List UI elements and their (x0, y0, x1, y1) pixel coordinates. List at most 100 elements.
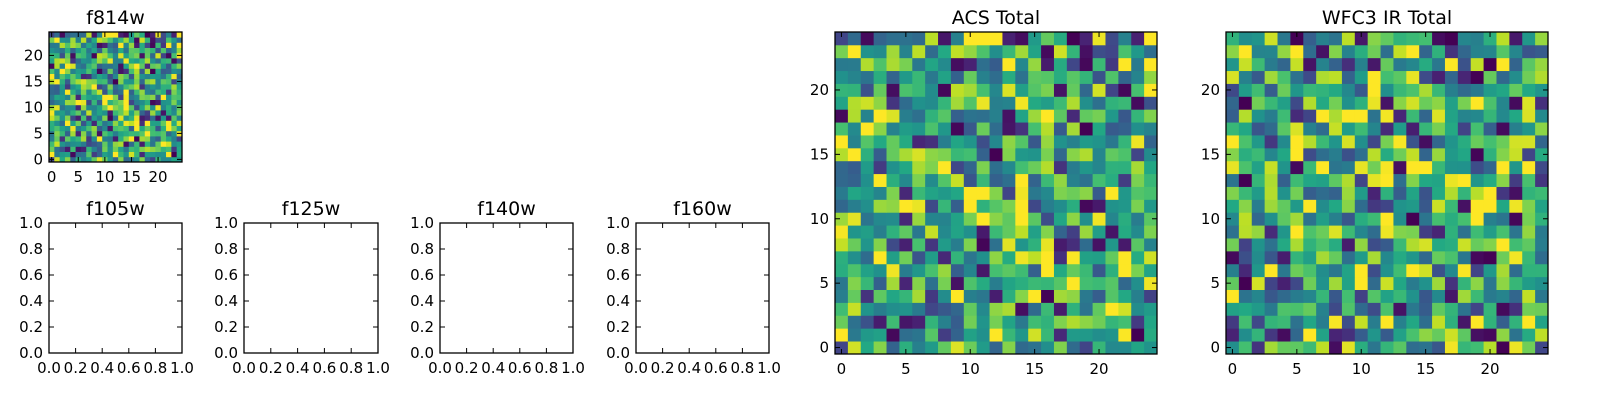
heatmap-cells (835, 32, 1158, 355)
heatmap-cell (1341, 341, 1356, 355)
heatmap-cell (1470, 135, 1484, 149)
heatmap-cell (118, 37, 124, 43)
heatmap-cell (860, 160, 875, 175)
heatmap-cell (976, 173, 990, 187)
heatmap-cell (976, 199, 990, 213)
heatmap-cell (899, 122, 913, 136)
heatmap-cell (1238, 135, 1253, 149)
heatmap-cell (963, 57, 978, 72)
heatmap-cell (1144, 302, 1158, 316)
heatmap-cell (1118, 328, 1132, 342)
heatmap-cell (1131, 250, 1145, 265)
heatmap-cell (70, 99, 76, 106)
heatmap-cell (1066, 147, 1081, 162)
heatmap-cell (925, 302, 939, 316)
heatmap-cell (1028, 83, 1042, 97)
heatmap-cell (176, 115, 183, 121)
heatmap-cell (1066, 96, 1081, 110)
heatmap-cell (75, 146, 82, 152)
heatmap-cell (1079, 302, 1093, 316)
heatmap-cell (70, 130, 76, 137)
heatmap-cell (938, 328, 952, 342)
heatmap-cell (1238, 109, 1253, 123)
x-tick-label: 0 (47, 168, 57, 186)
heatmap-cell (1380, 199, 1394, 213)
heatmap-cell (847, 122, 862, 136)
heatmap-cell (102, 120, 108, 126)
heatmap-cell (118, 141, 124, 147)
heatmap-cell (912, 250, 926, 265)
heatmap-cell (938, 70, 952, 84)
heatmap-cell (1015, 186, 1029, 200)
heatmap-cell (1303, 315, 1317, 329)
heatmap-cell (1522, 96, 1536, 110)
heatmap-cell (1380, 315, 1394, 329)
heatmap-cell (1470, 263, 1484, 278)
heatmap-cell (1303, 173, 1317, 187)
heatmap-cell (1226, 238, 1240, 252)
heatmap-cell (128, 104, 135, 111)
heatmap-cell (91, 120, 98, 126)
heatmap-cell (847, 109, 862, 123)
heatmap-cell (1118, 341, 1132, 355)
heatmap-cell (134, 146, 140, 152)
heatmap-cell (102, 94, 108, 100)
heatmap-cell (1053, 212, 1068, 226)
heatmap-cell (1277, 263, 1291, 278)
heatmap-cell (1251, 32, 1266, 46)
heatmap-cell (1015, 302, 1029, 316)
heatmap-cell (1444, 44, 1459, 59)
heatmap-cell (1406, 276, 1420, 290)
heatmap-cell (1144, 109, 1158, 123)
heatmap-cell (155, 94, 162, 100)
heatmap-cell (1380, 135, 1394, 149)
heatmap-cell (1028, 238, 1042, 252)
heatmap-cell (176, 68, 183, 74)
heatmap-cell (1354, 250, 1369, 265)
heatmap-cell (950, 109, 965, 123)
heatmap-cell (873, 225, 887, 239)
heatmap-cell (860, 302, 875, 316)
heatmap-cell (1303, 83, 1317, 97)
heatmap-cell (1509, 109, 1523, 123)
heatmap-cell (59, 84, 66, 90)
heatmap-cell (70, 89, 76, 95)
heatmap-cell (1131, 147, 1145, 162)
heatmap-cell (112, 47, 119, 54)
heatmap-cell (1432, 263, 1446, 278)
heatmap-cell (155, 37, 162, 43)
heatmap-cell (1053, 32, 1068, 46)
heatmap-cell (899, 238, 913, 252)
heatmap-cell (925, 135, 939, 149)
heatmap-cell (1041, 289, 1055, 303)
heatmap-cell (96, 99, 103, 106)
heatmap-cell (144, 130, 151, 137)
heatmap-cell (1079, 238, 1093, 252)
heatmap-cell (976, 276, 990, 290)
heatmap-cell (1432, 160, 1446, 175)
heatmap-cell (835, 263, 849, 278)
heatmap-cell (128, 146, 135, 152)
heatmap-cell (1002, 315, 1016, 329)
heatmap-cell (1509, 186, 1523, 200)
heatmap-cell (64, 115, 71, 121)
heatmap-cell (912, 32, 926, 46)
heatmap-cell (963, 289, 978, 303)
heatmap-cell (1079, 289, 1093, 303)
heatmap-cell (1066, 328, 1081, 342)
heatmap-cell (1354, 57, 1369, 72)
heatmap-cell (1015, 328, 1029, 342)
heatmap-cell (1522, 328, 1536, 342)
heatmap-cell (80, 146, 87, 152)
heatmap-cell (54, 84, 61, 90)
heatmap-cell (59, 37, 66, 43)
heatmap-cell (963, 263, 978, 278)
heatmap-cell (1277, 199, 1291, 213)
heatmap-cell (1380, 122, 1394, 136)
heatmap-cell (1041, 32, 1055, 46)
heatmap-cell (139, 104, 146, 111)
heatmap-cell (1329, 173, 1343, 187)
heatmap-cell (1380, 238, 1394, 252)
heatmap-cell (166, 141, 172, 147)
